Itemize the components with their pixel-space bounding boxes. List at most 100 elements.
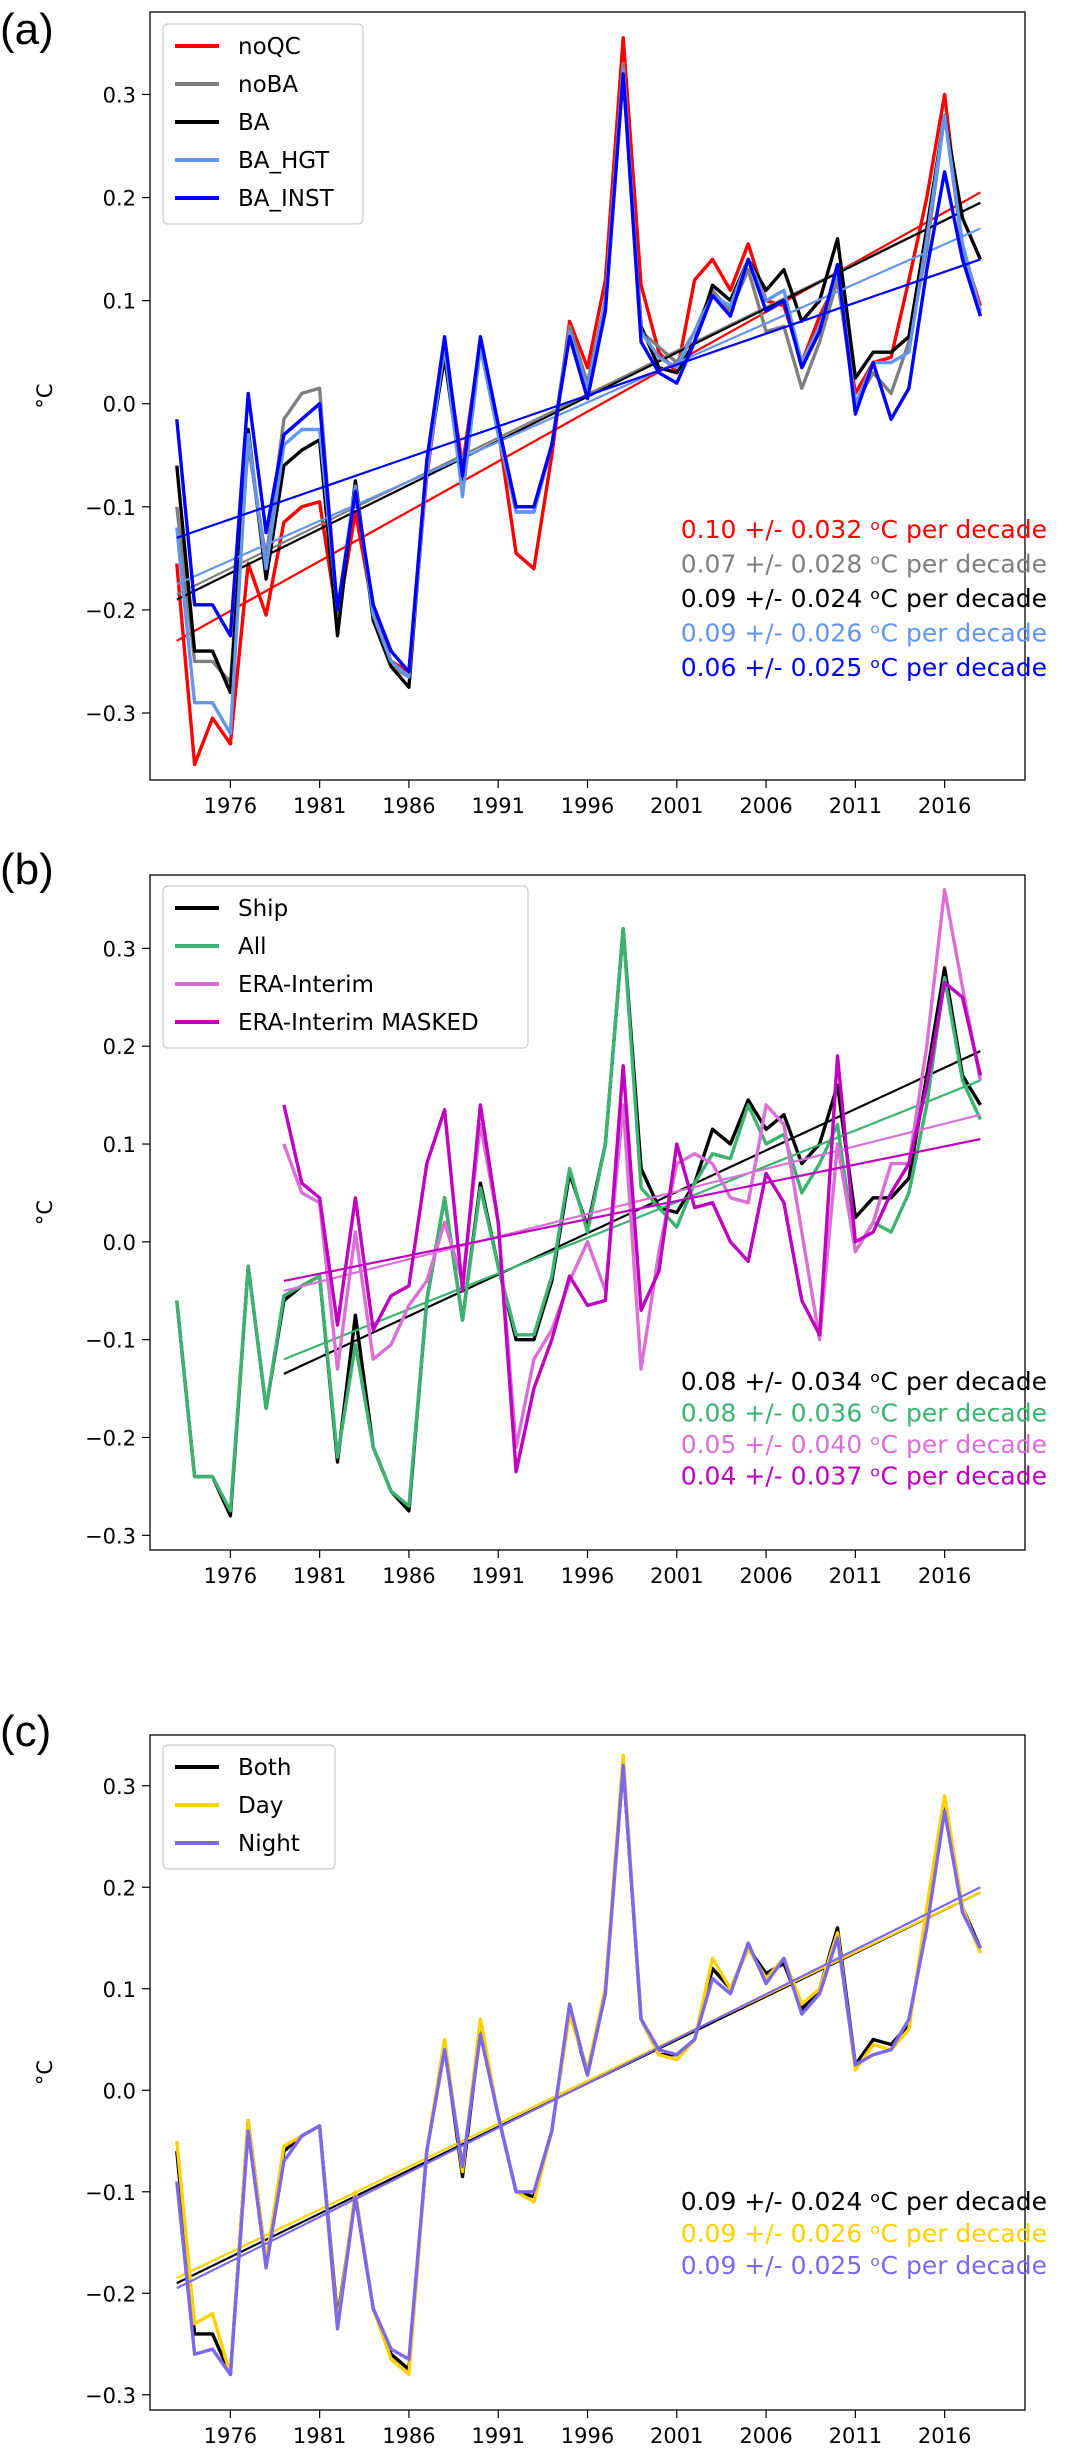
spacer bbox=[862, 1430, 870, 1459]
spacer bbox=[862, 550, 870, 579]
x-tick-label: 2011 bbox=[829, 2424, 882, 2448]
trend-unit: ᵒC bbox=[870, 2251, 898, 2280]
trend-err: 0.025 bbox=[791, 2251, 863, 2280]
spacer bbox=[898, 584, 906, 613]
x-tick-label: 1981 bbox=[293, 794, 346, 818]
spacer bbox=[862, 584, 870, 613]
y-tick-label: 0.3 bbox=[103, 937, 136, 961]
y-tick-label: 0.2 bbox=[103, 1876, 136, 1900]
y-tick-label: 0.1 bbox=[103, 290, 136, 314]
y-tick-label: 0.1 bbox=[103, 1133, 136, 1157]
spacer bbox=[862, 1399, 870, 1428]
trend-unit: ᵒC bbox=[870, 1462, 898, 1491]
trend-annotation: 0.04 +/- 0.037 ᵒC per decade bbox=[681, 1462, 1047, 1491]
trend-unit: ᵒC bbox=[870, 619, 898, 648]
spacer bbox=[898, 1430, 906, 1459]
legend-label: Day bbox=[238, 1793, 283, 1819]
trend-line bbox=[283, 1138, 981, 1283]
x-tick-label: 2006 bbox=[739, 2424, 792, 2448]
spacer bbox=[783, 619, 791, 648]
trend-annotation: 0.09 +/- 0.026 ᵒC per decade bbox=[681, 2219, 1047, 2248]
y-tick-label: −0.1 bbox=[85, 496, 136, 520]
trend-unit: ᵒC bbox=[870, 1399, 898, 1428]
trend-annotation: 0.09 +/- 0.024 ᵒC per decade bbox=[681, 584, 1047, 613]
spacer bbox=[862, 2251, 870, 2280]
trend-annotation: 0.07 +/- 0.028 ᵒC per decade bbox=[681, 550, 1047, 579]
trend-suffix: per decade bbox=[906, 1367, 1047, 1396]
y-tick-label: −0.3 bbox=[85, 702, 136, 726]
spacer bbox=[783, 1399, 791, 1428]
x-tick-label: 1976 bbox=[204, 1564, 257, 1588]
legend-label: Ship bbox=[238, 896, 288, 922]
spacer bbox=[783, 653, 791, 682]
trend-err: 0.036 bbox=[791, 1399, 863, 1428]
series-line bbox=[282, 980, 983, 1474]
y-tick-label: −0.1 bbox=[85, 1329, 136, 1353]
trend-err: 0.024 bbox=[791, 584, 863, 613]
trend-err: 0.026 bbox=[791, 619, 863, 648]
y-tick-label: 0.2 bbox=[103, 187, 136, 211]
trend-err: 0.026 bbox=[791, 2219, 863, 2248]
y-tick-label: 0.3 bbox=[103, 83, 136, 107]
trend-err: 0.028 bbox=[791, 550, 863, 579]
trend-rate: 0.08 +/- bbox=[681, 1367, 783, 1396]
x-tick-label: 2001 bbox=[650, 794, 703, 818]
y-tick-label: −0.1 bbox=[85, 2181, 136, 2205]
legend-label: Both bbox=[238, 1755, 291, 1781]
spacer bbox=[783, 550, 791, 579]
x-tick-label: 2016 bbox=[918, 2424, 971, 2448]
x-tick-label: 1986 bbox=[382, 794, 435, 818]
x-tick-label: 1981 bbox=[293, 1564, 346, 1588]
trend-err: 0.025 bbox=[791, 653, 863, 682]
y-tick-label: 0.3 bbox=[103, 1775, 136, 1799]
legend bbox=[162, 885, 529, 1049]
trend-line bbox=[176, 1891, 981, 2280]
spacer bbox=[898, 653, 906, 682]
x-tick-label: 2001 bbox=[650, 2424, 703, 2448]
trend-err: 0.024 bbox=[791, 2187, 863, 2216]
spacer bbox=[898, 1399, 906, 1428]
spacer bbox=[783, 2251, 791, 2280]
legend-label: ERA-Interim bbox=[238, 972, 374, 998]
spacer bbox=[862, 515, 870, 544]
spacer bbox=[898, 2251, 906, 2280]
trend-line bbox=[176, 258, 981, 539]
legend bbox=[162, 23, 364, 225]
panel-b: (b) 1976 1981 1986 1991 1996 2001 2006 2011 2016 −… bbox=[0, 845, 1047, 1588]
series-line bbox=[175, 1763, 982, 2377]
trend-rate: 0.06 +/- bbox=[681, 653, 783, 682]
x-tick-label: 1991 bbox=[471, 794, 524, 818]
trend-line bbox=[176, 227, 981, 586]
trend-err: 0.040 bbox=[791, 1430, 863, 1459]
trend-err: 0.032 bbox=[791, 515, 863, 544]
trend-rate: 0.05 +/- bbox=[681, 1430, 783, 1459]
trend-unit: ᵒC bbox=[870, 1367, 898, 1396]
spacer bbox=[783, 584, 791, 613]
trend-rate: 0.07 +/- bbox=[681, 550, 783, 579]
x-tick-label: 1996 bbox=[561, 2424, 614, 2448]
trend-annotation: 0.08 +/- 0.034 ᵒC per decade bbox=[681, 1367, 1047, 1396]
spacer bbox=[898, 550, 906, 579]
spacer bbox=[898, 619, 906, 648]
legend-label: Night bbox=[238, 1831, 300, 1857]
legend-label: BA bbox=[238, 110, 270, 136]
x-tick-label: 1996 bbox=[561, 794, 614, 818]
spacer bbox=[862, 653, 870, 682]
trend-suffix: per decade bbox=[906, 2251, 1047, 2280]
trend-unit: ᵒC bbox=[870, 584, 898, 613]
spacer bbox=[898, 2219, 906, 2248]
x-tick-label: 2006 bbox=[739, 1564, 792, 1588]
spacer bbox=[783, 2219, 791, 2248]
trend-rate: 0.08 +/- bbox=[681, 1399, 783, 1428]
panel-label: (a) bbox=[0, 5, 54, 54]
x-tick-label: 1996 bbox=[561, 1564, 614, 1588]
y-axis-label: °C bbox=[33, 1200, 57, 1225]
y-tick-label: 0.0 bbox=[103, 2079, 136, 2103]
x-tick-label: 2011 bbox=[829, 1564, 882, 1588]
legend-label: BA_INST bbox=[238, 186, 335, 212]
y-axis-label: °C bbox=[33, 383, 57, 408]
trend-unit: ᵒC bbox=[870, 515, 898, 544]
trend-annotation: 0.09 +/- 0.025 ᵒC per decade bbox=[681, 2251, 1047, 2280]
legend bbox=[162, 1744, 336, 1870]
